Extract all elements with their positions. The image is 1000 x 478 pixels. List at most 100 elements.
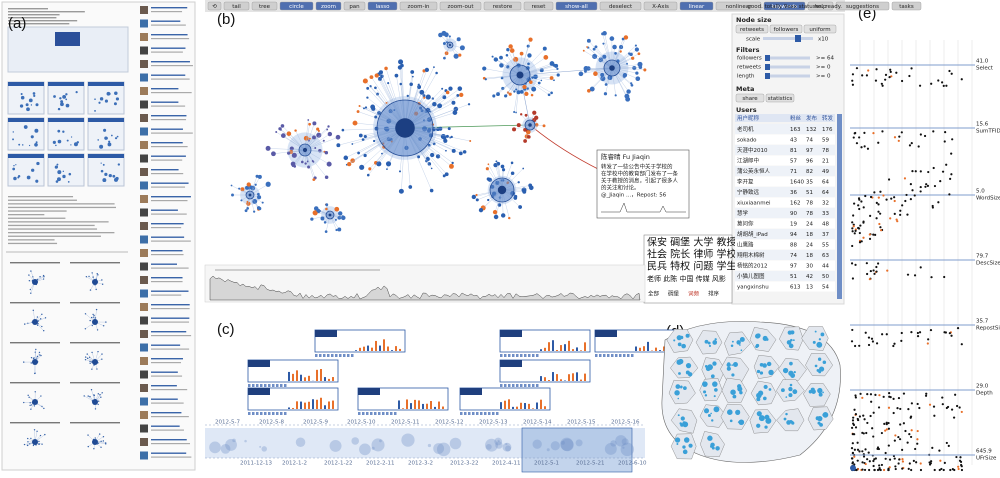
thumb-node <box>60 100 63 103</box>
node <box>231 185 233 187</box>
thumb-node <box>40 318 41 319</box>
slider-thumb[interactable] <box>765 55 770 61</box>
dot <box>872 460 874 462</box>
toolbar-button[interactable]: lasso <box>368 2 397 10</box>
node <box>325 230 328 233</box>
thumb-node <box>56 180 59 183</box>
node <box>419 90 424 95</box>
toolbar-button[interactable]: suggestions <box>836 2 889 10</box>
text-line <box>151 52 183 53</box>
node <box>631 57 634 60</box>
slider-thumb[interactable] <box>795 35 801 42</box>
table-row[interactable] <box>735 208 835 218</box>
dot <box>883 469 885 471</box>
toolbar-button[interactable]: reset <box>524 2 553 10</box>
keyword-control[interactable]: 全部 <box>648 290 660 298</box>
text-line <box>151 335 191 336</box>
thumb-node <box>34 143 38 147</box>
timeline-bubble <box>551 441 560 450</box>
thumb-node <box>114 102 117 105</box>
dot <box>873 412 875 414</box>
node <box>231 194 234 197</box>
map-node <box>733 395 737 399</box>
card-tick <box>382 412 385 415</box>
toolbar-button[interactable]: tail <box>224 2 249 10</box>
toolbar-button[interactable]: tasks <box>892 2 921 10</box>
node <box>451 162 453 164</box>
node <box>524 92 528 96</box>
dot <box>870 270 872 272</box>
node <box>452 149 456 153</box>
node <box>635 76 640 81</box>
toolbar-button[interactable]: tree <box>252 2 277 10</box>
toolbar-button[interactable]: zoom-out <box>440 2 481 10</box>
thumb-node <box>34 405 35 406</box>
keyword-control[interactable]: 排序 <box>708 290 720 298</box>
node <box>310 217 313 220</box>
keyword-control[interactable]: 碉堡 <box>668 290 680 298</box>
option-button[interactable]: retweets <box>736 25 768 33</box>
slider-thumb[interactable] <box>765 73 770 79</box>
toolbar-button[interactable]: deselect <box>600 2 641 10</box>
toolbar-button[interactable]: circle <box>280 2 313 10</box>
toolbar-button[interactable]: ⟲ <box>208 2 221 10</box>
dot <box>857 419 859 421</box>
date-label: 2012-5-15 <box>567 420 596 426</box>
dot <box>854 394 856 396</box>
toolbar-button[interactable]: show-all <box>556 2 597 10</box>
dot <box>863 206 865 208</box>
text-line <box>151 281 183 282</box>
node <box>334 207 339 212</box>
option-button[interactable]: followers <box>770 25 802 33</box>
thumb-node <box>97 351 98 352</box>
thumb-node <box>102 284 103 285</box>
thumb-node <box>100 97 103 100</box>
map-node <box>674 390 679 395</box>
node <box>593 48 596 51</box>
meta-button[interactable]: statistics <box>766 94 794 102</box>
toolbar-button[interactable]: X-Axis <box>644 2 677 10</box>
node <box>557 73 560 76</box>
map-node <box>764 426 767 429</box>
button-label: show-all <box>565 4 588 10</box>
toolbar-button[interactable]: restore <box>484 2 521 10</box>
toolbar-button[interactable]: zoom-in <box>400 2 437 10</box>
dot <box>920 266 922 268</box>
node <box>543 124 546 127</box>
thumb-node <box>40 355 41 356</box>
option-button[interactable]: uniform <box>804 25 836 33</box>
slider-track <box>765 75 810 78</box>
timeline-bubble <box>401 433 414 446</box>
keyword-control[interactable]: 词频 <box>688 290 700 298</box>
node <box>492 94 495 97</box>
thumb-node <box>102 392 103 393</box>
text-line <box>151 358 183 359</box>
filter-value: >= 0 <box>816 65 831 71</box>
dot <box>872 340 874 342</box>
thumb-node <box>89 396 90 397</box>
dot <box>911 189 913 191</box>
toolbar-button[interactable]: zoom <box>316 2 341 10</box>
map-node <box>757 370 760 373</box>
thumb-node <box>88 276 89 277</box>
map-node <box>686 334 690 338</box>
card-tick <box>508 384 511 387</box>
card-bar <box>426 404 428 409</box>
table-cell: 74 <box>806 137 813 143</box>
meta-button[interactable]: share <box>736 94 764 102</box>
table-cell: 宁静致远 <box>737 188 760 196</box>
table-cell: 54 <box>822 284 829 290</box>
text-line <box>8 228 97 229</box>
dot <box>933 167 935 169</box>
toolbar-button[interactable]: linear <box>680 2 713 10</box>
axis-handle[interactable] <box>850 465 856 471</box>
timeline-bubble <box>330 440 342 452</box>
map-node <box>673 339 675 341</box>
map-node <box>819 366 824 371</box>
dot <box>881 333 883 335</box>
slider-thumb[interactable] <box>765 64 770 70</box>
card-bar <box>398 400 400 409</box>
toolbar-button[interactable]: pan <box>344 2 365 10</box>
node <box>517 90 521 94</box>
map-node <box>711 419 713 421</box>
